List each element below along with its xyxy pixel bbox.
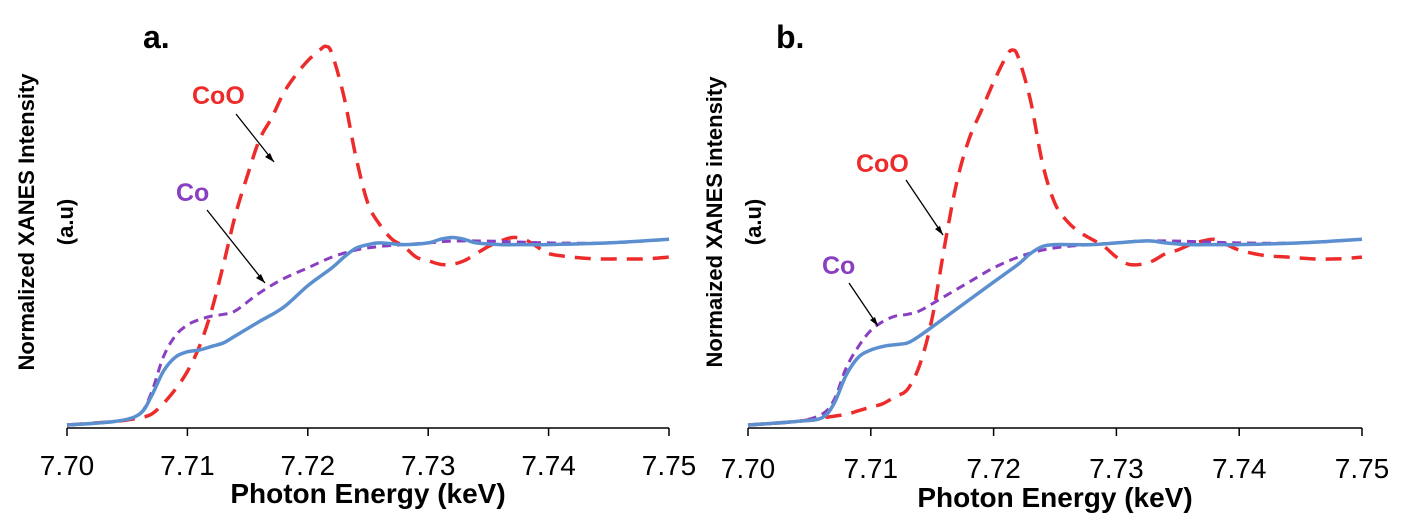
panel-b: b. Normaized XANES intensity (a.u) 7.70 7…	[702, 19, 1389, 513]
panel-b-ylabel-line1: Normaized XANES intensity	[702, 76, 727, 368]
panel-a-letter: a.	[143, 19, 170, 55]
panel-b-x-tick-label: 7.70	[721, 453, 776, 484]
panel-a-x-ticks: 7.70 7.71 7.72 7.73 7.74 7.75	[40, 428, 697, 481]
panel-a-x-tick-label: 7.70	[40, 450, 95, 481]
panel-a-series-coo-line	[66, 44, 670, 427]
panel-b-coo-arrow	[905, 179, 944, 236]
panel-a-x-tick-label: 7.74	[521, 450, 576, 481]
panel-a-x-tick-label: 7.73	[401, 450, 456, 481]
panel-a-co-arrow	[206, 209, 266, 284]
panel-b-x-tick-label: 7.71	[844, 453, 899, 484]
panel-b-coo-label: CoO	[856, 150, 909, 178]
panel-b-co-arrowhead	[870, 317, 878, 326]
panel-b-series	[747, 48, 1363, 427]
panel-b-x-tick-label: 7.72	[966, 453, 1021, 484]
panel-a-series-co-line	[66, 237, 670, 427]
panel-b-ylabel-line2: (a.u)	[741, 199, 766, 245]
panel-b-series-coo-line	[747, 48, 1363, 427]
panel-a-coo-arrow	[235, 113, 275, 163]
panel-b-x-ticks: 7.70 7.71 7.72 7.73 7.74 7.75	[721, 428, 1390, 484]
panel-a-series	[66, 44, 670, 427]
panel-a-xlabel: Photon Energy (keV)	[230, 478, 505, 509]
panel-a-coo-arrowhead	[265, 153, 274, 162]
panel-b-x-tick-label: 7.75	[1335, 453, 1390, 484]
panel-a: a. Normalized XANES Intensity (a.u) 7.70…	[14, 19, 696, 509]
panel-b-xlabel: Photon Energy (keV)	[917, 482, 1192, 513]
panel-a-coo-label: CoO	[192, 82, 245, 110]
panel-a-ylabel-line2: (a.u)	[53, 199, 78, 245]
panel-b-co-label: Co	[822, 252, 855, 280]
panel-a-co-arrowhead	[256, 274, 265, 283]
panel-a-co-label: Co	[176, 179, 209, 207]
panel-b-x-tick-label: 7.74	[1212, 453, 1267, 484]
panel-a-series-sample-line	[66, 235, 670, 427]
panel-a-x-tick-label: 7.71	[160, 450, 215, 481]
panel-a-ylabel-line1: Normalized XANES Intensity	[14, 73, 39, 371]
panel-a-x-tick-label: 7.75	[642, 450, 697, 481]
panel-b-letter: b.	[776, 19, 804, 55]
panel-b-series-sample-line	[747, 237, 1363, 427]
panel-a-x-tick-label: 7.72	[281, 450, 336, 481]
panel-b-coo-arrowhead	[935, 226, 943, 235]
panel-b-x-tick-label: 7.73	[1089, 453, 1144, 484]
